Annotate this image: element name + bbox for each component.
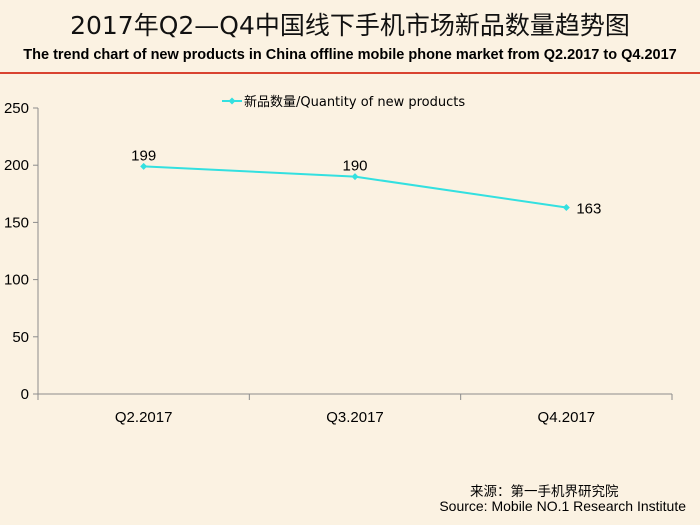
y-tick-label: 100 [4,272,29,289]
data-point [351,173,359,181]
x-tick-label: Q2.2017 [115,409,173,426]
chart-subtitle: The trend chart of new products in China… [23,47,677,63]
y-tick-label: 150 [4,214,29,231]
legend-label: 新品数量/Quantity of new products [244,94,465,110]
y-tick-label: 200 [4,157,29,174]
source-chinese: 来源：第一手机界研究院 [470,484,619,500]
chart-title: 2017年Q2—Q4中国线下手机市场新品数量趋势图 [70,11,630,40]
y-tick-label: 250 [4,100,29,117]
source-english: Source: Mobile NO.1 Research Institute [439,498,686,514]
x-tick-label: Q3.2017 [326,409,384,426]
data-point [562,204,570,212]
data-label: 199 [131,147,156,164]
title-divider [0,72,700,74]
y-tick-label: 0 [21,386,29,403]
data-label: 163 [576,201,601,218]
legend-marker [228,97,236,105]
x-tick-label: Q4.2017 [538,409,596,426]
y-tick-label: 50 [12,329,29,346]
data-label: 190 [342,158,367,175]
data-point [140,162,148,170]
